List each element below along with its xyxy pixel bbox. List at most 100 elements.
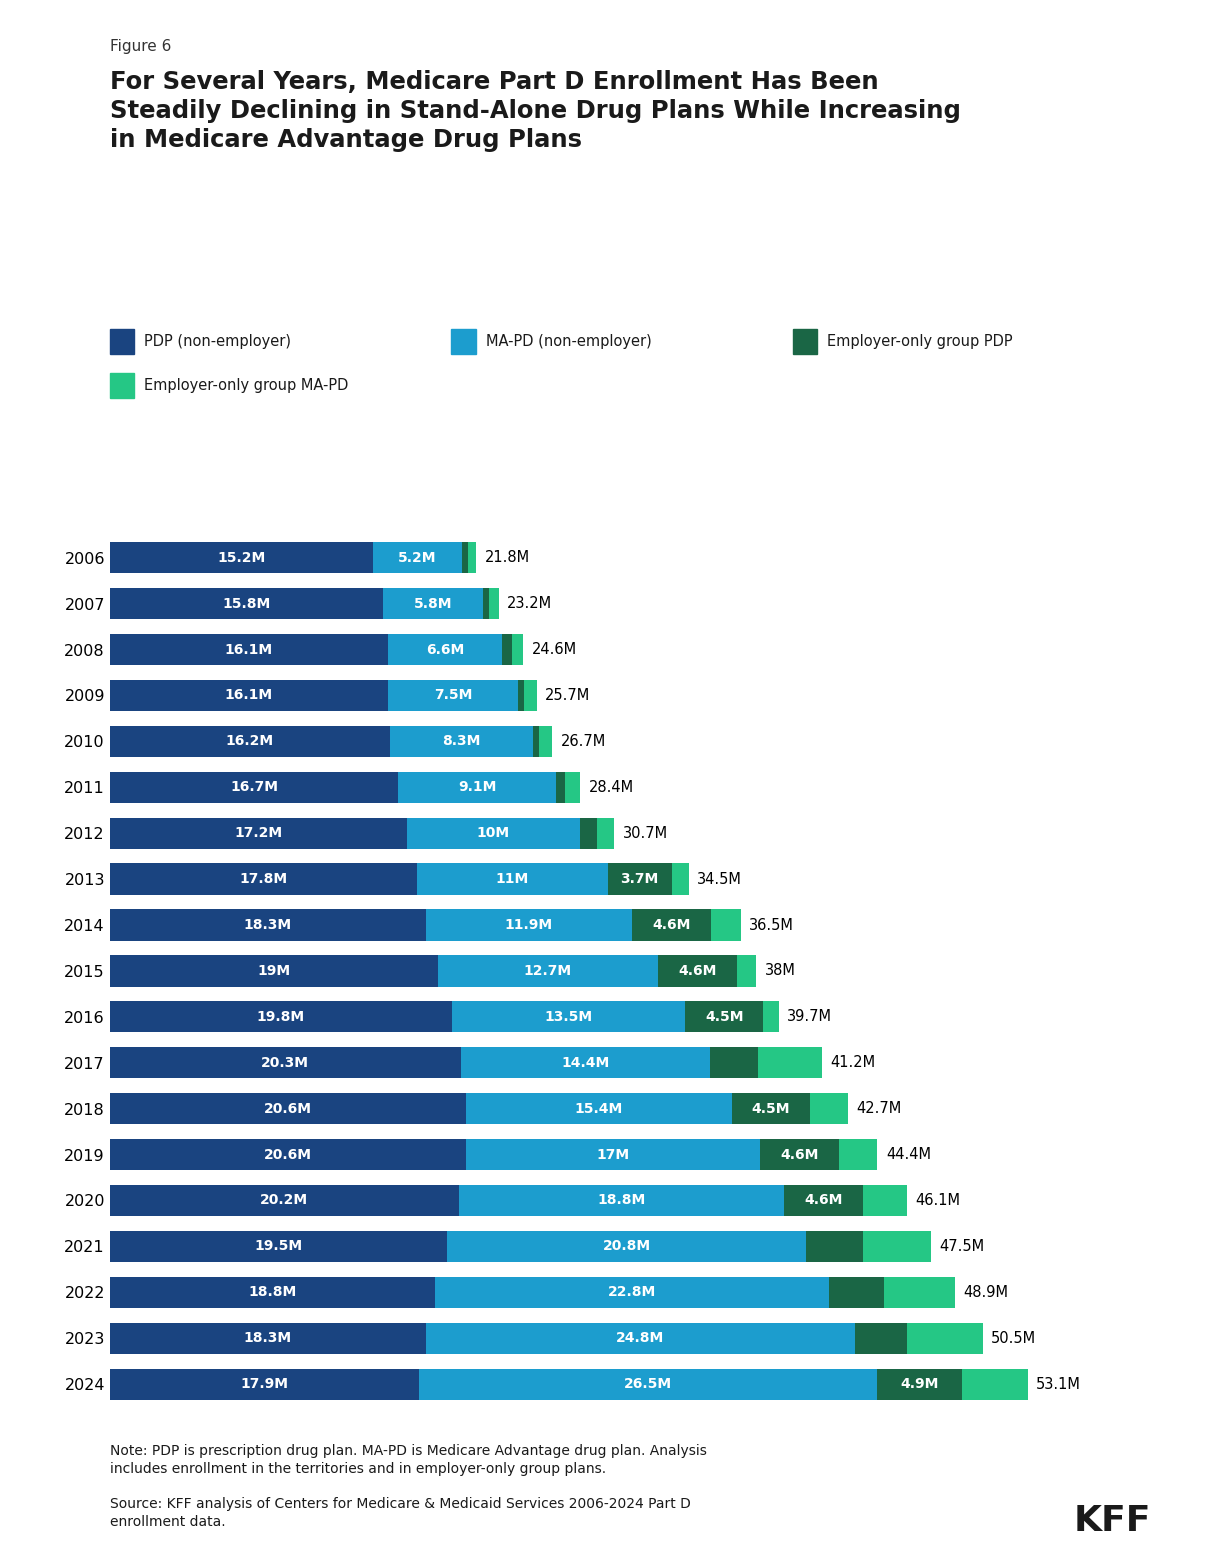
Bar <box>110 725 389 756</box>
Text: 16.1M: 16.1M <box>224 642 273 656</box>
Text: 17.2M: 17.2M <box>234 827 283 841</box>
Text: 20.6M: 20.6M <box>264 1148 312 1162</box>
Bar <box>839 1138 877 1170</box>
Bar <box>503 634 511 666</box>
Bar <box>711 910 741 941</box>
Text: Figure 6: Figure 6 <box>110 39 171 55</box>
Bar <box>710 1048 758 1079</box>
Bar <box>783 1185 864 1217</box>
Bar <box>517 680 523 711</box>
Bar <box>658 955 737 987</box>
Text: 20.3M: 20.3M <box>261 1055 309 1070</box>
Bar <box>389 725 533 756</box>
Text: 30.7M: 30.7M <box>623 825 669 841</box>
Text: 16.7M: 16.7M <box>231 780 278 794</box>
Text: 22.8M: 22.8M <box>608 1286 656 1300</box>
Bar <box>110 1276 434 1308</box>
Text: 4.6M: 4.6M <box>653 918 691 932</box>
Bar <box>417 863 608 894</box>
Bar <box>828 1276 884 1308</box>
Bar <box>466 1138 760 1170</box>
Text: 10M: 10M <box>477 827 510 841</box>
Bar <box>110 1231 447 1262</box>
Text: 5.2M: 5.2M <box>398 551 437 565</box>
Bar <box>388 680 517 711</box>
Text: 34.5M: 34.5M <box>698 872 742 886</box>
Bar <box>806 1231 864 1262</box>
Text: 4.6M: 4.6M <box>781 1148 819 1162</box>
Bar <box>565 772 580 803</box>
Bar <box>388 634 503 666</box>
Text: 16.1M: 16.1M <box>224 689 273 703</box>
Bar <box>110 1001 451 1032</box>
Text: 17.8M: 17.8M <box>239 872 288 886</box>
Text: 46.1M: 46.1M <box>915 1193 960 1207</box>
Text: 15.4M: 15.4M <box>575 1101 623 1115</box>
Text: 42.7M: 42.7M <box>856 1101 902 1117</box>
Text: 20.8M: 20.8M <box>603 1239 650 1253</box>
Bar <box>906 1323 982 1355</box>
Bar <box>110 1093 466 1124</box>
Bar <box>110 1185 459 1217</box>
Text: 4.6M: 4.6M <box>804 1193 843 1207</box>
Bar <box>483 587 489 619</box>
Bar <box>523 680 537 711</box>
Bar <box>110 587 383 619</box>
Text: 19.5M: 19.5M <box>254 1239 303 1253</box>
Text: 17M: 17M <box>597 1148 630 1162</box>
Text: 21.8M: 21.8M <box>484 550 529 565</box>
Bar <box>426 1323 855 1355</box>
Bar <box>632 910 711 941</box>
Bar <box>810 1093 848 1124</box>
Text: 50.5M: 50.5M <box>991 1331 1036 1345</box>
Text: 4.9M: 4.9M <box>900 1377 938 1391</box>
Text: 14.4M: 14.4M <box>561 1055 609 1070</box>
Bar <box>758 1048 822 1079</box>
Text: 23.2M: 23.2M <box>508 597 553 611</box>
Text: 24.6M: 24.6M <box>532 642 577 658</box>
Bar <box>459 1185 783 1217</box>
Bar <box>732 1093 810 1124</box>
Text: 26.5M: 26.5M <box>625 1377 672 1391</box>
Bar <box>110 1138 466 1170</box>
Bar <box>466 1093 732 1124</box>
Bar <box>438 955 658 987</box>
Text: 20.6M: 20.6M <box>264 1101 312 1115</box>
Bar <box>110 910 426 941</box>
Bar <box>737 955 756 987</box>
Text: Source: KFF analysis of Centers for Medicare & Medicaid Services 2006-2024 Part : Source: KFF analysis of Centers for Medi… <box>110 1497 691 1530</box>
Text: 7.5M: 7.5M <box>433 689 472 703</box>
Bar <box>462 542 468 573</box>
Text: 18.8M: 18.8M <box>248 1286 296 1300</box>
Bar <box>686 1001 762 1032</box>
Bar <box>434 1276 828 1308</box>
Bar <box>110 1048 461 1079</box>
Text: 19M: 19M <box>257 965 290 977</box>
Text: 4.5M: 4.5M <box>705 1010 743 1024</box>
Text: 41.2M: 41.2M <box>831 1055 876 1070</box>
Bar <box>407 817 580 849</box>
Bar <box>671 863 689 894</box>
Bar <box>420 1369 877 1400</box>
Text: 44.4M: 44.4M <box>886 1146 931 1162</box>
Text: Employer-only group PDP: Employer-only group PDP <box>827 334 1013 349</box>
Bar <box>110 1369 420 1400</box>
Text: 47.5M: 47.5M <box>939 1239 985 1254</box>
Bar <box>762 1001 778 1032</box>
Text: 17.9M: 17.9M <box>240 1377 288 1391</box>
Bar <box>461 1048 710 1079</box>
Bar <box>110 634 388 666</box>
Bar <box>399 772 555 803</box>
Text: MA-PD (non-employer): MA-PD (non-employer) <box>486 334 651 349</box>
Text: 16.2M: 16.2M <box>226 734 273 749</box>
Bar <box>426 910 632 941</box>
Text: 18.3M: 18.3M <box>244 1331 292 1345</box>
Text: 19.8M: 19.8M <box>257 1010 305 1024</box>
Bar <box>608 863 671 894</box>
Text: 39.7M: 39.7M <box>787 1010 832 1024</box>
Bar <box>760 1138 839 1170</box>
Text: Note: PDP is prescription drug plan. MA-PD is Medicare Advantage drug plan. Anal: Note: PDP is prescription drug plan. MA-… <box>110 1444 706 1477</box>
Text: 3.7M: 3.7M <box>621 872 659 886</box>
Bar <box>383 587 483 619</box>
Bar <box>961 1369 1027 1400</box>
